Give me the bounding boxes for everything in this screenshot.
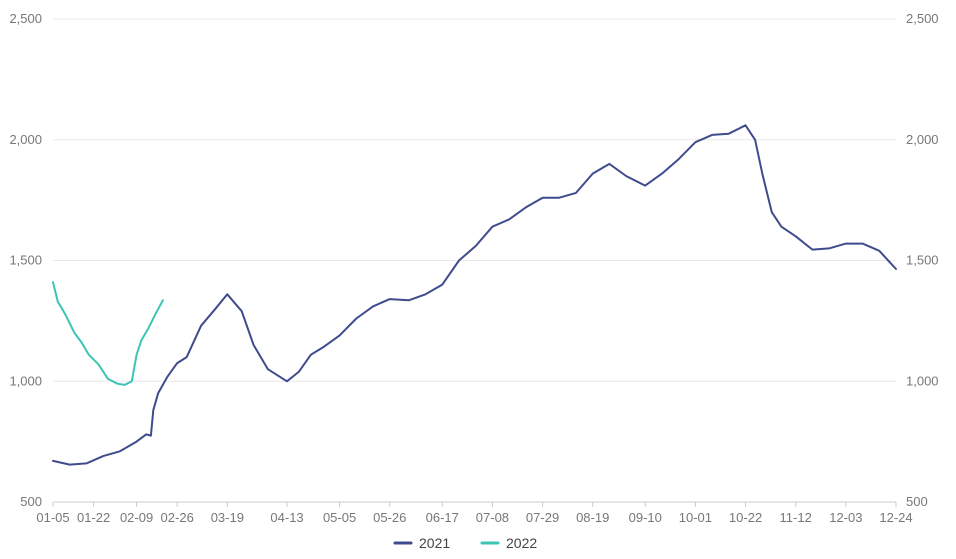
x-tick-label: 12-24 [879,510,912,525]
y-tick-label-right: 2,500 [906,11,939,26]
grid [53,18,896,503]
x-tick-label: 05-26 [373,510,406,525]
x-tick-label: 02-09 [120,510,153,525]
x-tick-label: 10-22 [729,510,762,525]
x-tick-label: 06-17 [426,510,459,525]
x-axis: 01-05 01-22 02-09 02-26 03-19 04-13 05-05 05-26… [36,502,913,525]
x-tick-label: 10-01 [679,510,712,525]
x-tick-label: 07-29 [526,510,559,525]
x-tick-label: 03-19 [211,510,244,525]
y-tick-label-left: 1,500 [9,253,42,268]
x-tick-label: 08-19 [576,510,609,525]
x-tick-label: 09-10 [629,510,662,525]
series-line-2022 [52,281,164,386]
x-tick-label: 11-12 [780,510,812,525]
y-tick-label-right: 1,500 [906,253,939,268]
x-tick-label: 12-03 [829,510,862,525]
x-tick-label: 04-13 [270,510,303,525]
y-tick-label-right: 1,000 [906,373,939,388]
y-tick-label-left: 2,000 [9,132,42,147]
y-tick-label-right: 500 [906,494,928,509]
y-axis-left: 500 1,000 1,500 2,000 2,500 [9,11,42,509]
series-line-2021 [52,124,897,466]
x-tick-label: 01-22 [77,510,110,525]
legend-label-2021[interactable]: 2021 [419,535,450,551]
y-tick-label-left: 1,000 [9,373,42,388]
y-axis-right: 500 1,000 1,500 2,000 2,500 [906,11,939,509]
y-tick-label-left: 500 [20,494,42,509]
legend: 2021 2022 [393,535,537,551]
x-tick-label: 01-05 [36,510,69,525]
x-tick-label: 05-05 [323,510,356,525]
legend-label-2022[interactable]: 2022 [506,535,537,551]
y-tick-label-right: 2,000 [906,132,939,147]
y-tick-label-left: 2,500 [9,11,42,26]
series-lines [52,124,897,466]
x-tick-label: 07-08 [476,510,509,525]
x-tick-label: 02-26 [161,510,194,525]
